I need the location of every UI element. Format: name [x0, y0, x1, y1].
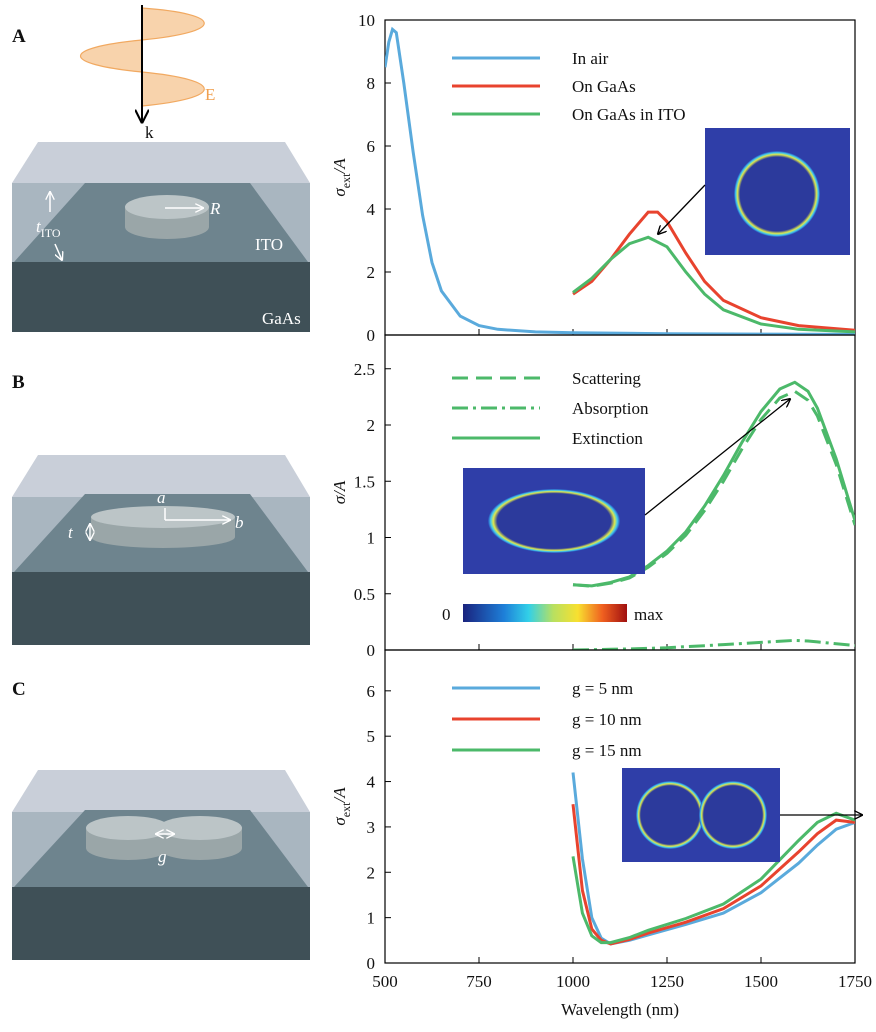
inset-c [622, 768, 862, 862]
y-tick-label: 4 [367, 773, 376, 792]
k-label: k [145, 123, 154, 142]
legend-label: Absorption [572, 399, 649, 418]
y-tick-label: 0 [367, 641, 376, 660]
y-label-symbol: σ [330, 188, 349, 197]
legend-label: Extinction [572, 429, 643, 448]
y-tick-label: 4 [367, 200, 376, 219]
panel-label: C [12, 679, 26, 700]
illustration-a: A E k R tITO ITO GaAs [12, 5, 310, 332]
y-tick-label: 2 [367, 263, 376, 282]
symbol: t [36, 217, 42, 236]
legend-label: g = 15 nm [572, 741, 642, 760]
y-label-subscript: ext [339, 802, 353, 817]
panel-label: B [12, 372, 25, 393]
legend-label: On GaAs [572, 77, 636, 96]
legend-label: g = 5 nm [572, 679, 633, 698]
inset-a [658, 128, 850, 255]
x-tick-label: 1750 [838, 972, 872, 991]
field-label: E [205, 85, 215, 104]
y-tick-label: 2.5 [354, 360, 375, 379]
ito-label: ITO [255, 235, 283, 254]
y-axis-label: σext/A [330, 787, 353, 826]
panel-label: A [12, 26, 26, 47]
y-tick-label: 1 [367, 529, 376, 548]
y-tick-label: 10 [358, 11, 375, 30]
y-tick-label: 0.5 [354, 585, 375, 604]
illustration-b: B a b t [12, 372, 310, 645]
data-line [572, 380, 855, 588]
data-line [571, 804, 855, 946]
x-tick-label: 500 [372, 972, 398, 991]
chart: 0 2 4 6 8 10 σext/A In air On GaAs On GaAs in ITO [330, 11, 856, 345]
y-axis-label: σext/A [330, 158, 353, 197]
y-label-symbol: σ [330, 817, 349, 826]
data-line [572, 235, 855, 334]
y-tick-label: 0 [367, 326, 376, 345]
illustration-c: C g [12, 679, 310, 960]
data-line [571, 772, 855, 946]
y-tick-label: 6 [367, 137, 376, 156]
radius-label: R [209, 199, 221, 218]
a-label: a [157, 488, 166, 507]
chart: 0 1 2 3 4 5 6 500 750 1000 1250 1500 1750 Wavelength … [330, 649, 872, 1019]
colorbar-max: max [634, 605, 664, 624]
x-axis-label: Wavelength (nm) [561, 1000, 679, 1019]
y-axis-label: σ/A [330, 480, 349, 504]
x-tick-label: 1500 [744, 972, 778, 991]
colorbar-min: 0 [442, 605, 451, 624]
y-tick-label: 5 [367, 727, 376, 746]
plot-frame [384, 649, 856, 964]
y-label-suffix: /A [330, 158, 349, 175]
subscript: ITO [41, 226, 61, 240]
y-tick-label: 2 [367, 416, 376, 435]
y-label-suffix: /A [330, 787, 349, 804]
gaas-label: GaAs [262, 309, 301, 328]
x-tick-label: 1250 [650, 972, 684, 991]
data-line [385, 26, 855, 335]
x-tick-label: 750 [466, 972, 492, 991]
y-label-symbol: σ [330, 495, 349, 504]
y-tick-label: 2 [367, 863, 376, 882]
b-label: b [235, 513, 244, 532]
data-line [571, 811, 855, 945]
x-tick-label: 1000 [556, 972, 590, 991]
y-tick-label: 1 [367, 909, 376, 928]
chart: 0 0.5 1 1.5 2 2.5 σ/A Scattering Absorption Extin… [330, 334, 856, 660]
data-line [572, 638, 855, 650]
thickness-label: tITO [36, 217, 61, 240]
y-label-suffix: /A [330, 480, 349, 497]
legend-label: g = 10 nm [572, 710, 642, 729]
y-label-subscript: ext [339, 173, 353, 188]
t-label: t [68, 523, 74, 542]
legend-label: In air [572, 49, 609, 68]
y-tick-label: 6 [367, 682, 376, 701]
g-label: g [158, 847, 167, 866]
y-tick-label: 8 [367, 74, 376, 93]
y-tick-label: 3 [367, 818, 376, 837]
y-tick-label: 1.5 [354, 472, 375, 491]
inset-b: 0 max [442, 399, 790, 624]
y-tick-label: 0 [367, 954, 376, 973]
legend-label: On GaAs in ITO [572, 105, 685, 124]
legend-label: Scattering [572, 369, 641, 388]
